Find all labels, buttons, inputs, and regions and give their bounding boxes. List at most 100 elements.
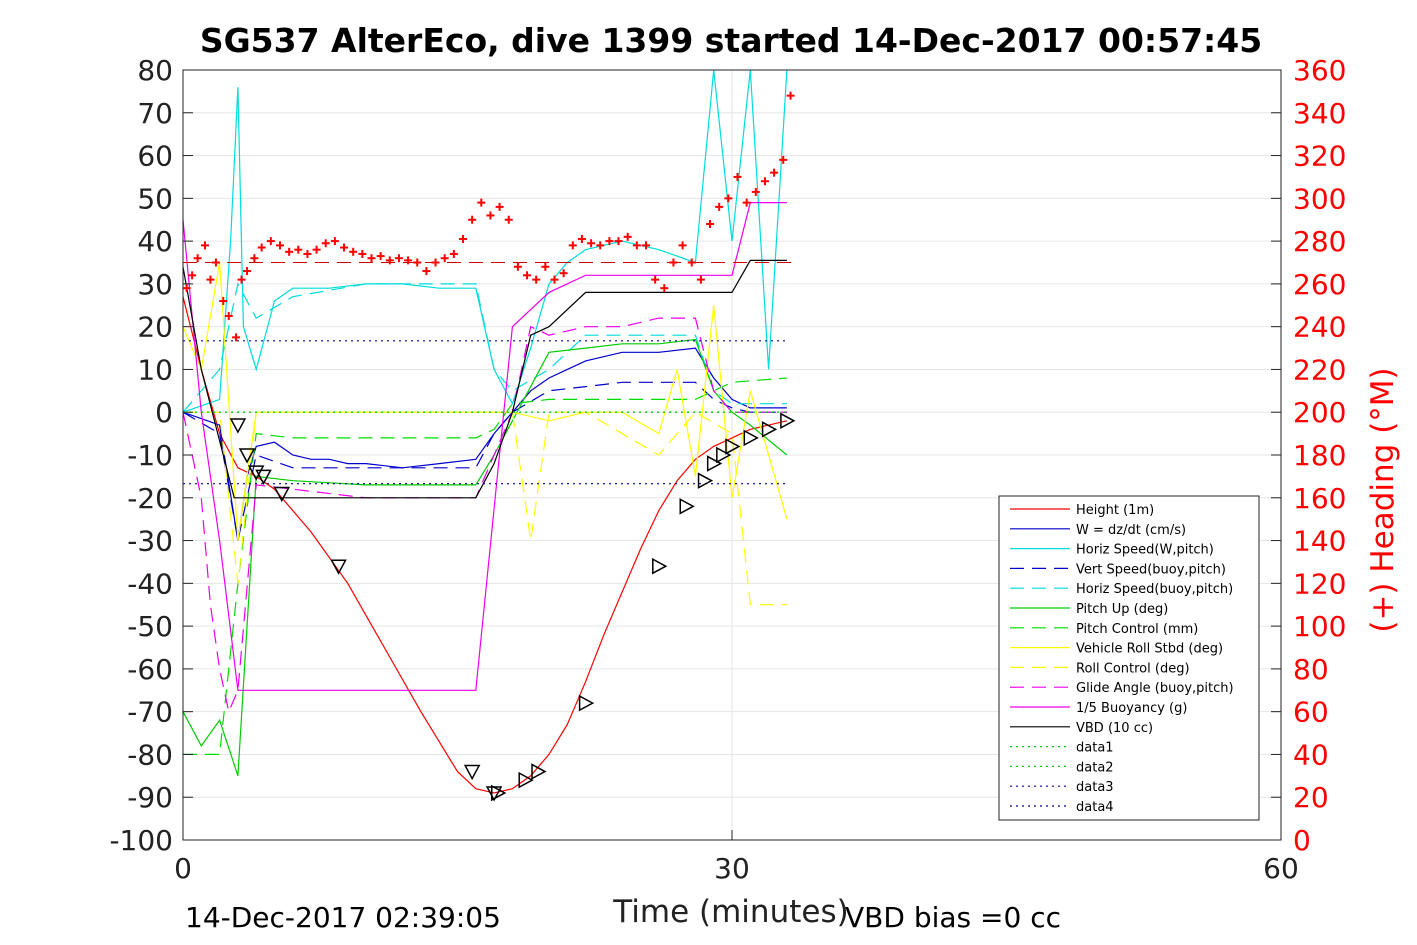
depth-marker-up	[697, 472, 714, 489]
left-tick-label: -10	[127, 439, 173, 472]
left-tick-label: 20	[137, 311, 173, 344]
heading-point	[349, 247, 358, 256]
heading-point	[285, 247, 294, 256]
left-tick-label: -40	[127, 567, 173, 600]
heading-point	[385, 256, 394, 265]
heading-point	[632, 241, 641, 250]
left-tick-label: 40	[137, 225, 173, 258]
depth-marker-up	[578, 694, 595, 712]
right-tick-label: 120	[1293, 567, 1346, 600]
heading-point	[696, 275, 705, 284]
left-tick-label: -30	[127, 525, 173, 558]
series-layer	[182, 69, 797, 794]
heading-point	[577, 234, 586, 243]
depth-marker-up	[706, 455, 723, 472]
chart-title: SG537 AlterEco, dive 1399 started 14-Dec…	[200, 21, 1262, 60]
depth-marker-down	[229, 418, 247, 434]
left-tick-label: -60	[127, 653, 173, 686]
heading-point	[541, 262, 550, 271]
heading-point	[232, 333, 241, 342]
left-tick-label: 10	[137, 353, 173, 386]
depth-marker-up	[652, 557, 668, 575]
heading-point	[211, 258, 220, 267]
heading-point	[587, 239, 596, 248]
marker-layer	[182, 91, 796, 802]
heading-point	[504, 215, 513, 224]
legend-label: Horiz Speed(W,pitch)	[1076, 543, 1214, 558]
depth-marker-up	[716, 446, 732, 464]
depth-marker-up	[761, 421, 778, 438]
left-tick-label: -20	[127, 482, 173, 515]
heading-point	[678, 241, 687, 250]
right-axis: 3603403203002802602402202001801601401201…	[1271, 54, 1346, 857]
right-tick-label: 20	[1293, 781, 1329, 814]
heading-point	[243, 267, 252, 276]
depth-marker-down	[255, 469, 272, 485]
left-tick-label: -100	[109, 824, 173, 857]
right-tick-label: 0	[1293, 824, 1311, 857]
legend-label: Height (1m)	[1076, 503, 1154, 518]
legend-label: data3	[1076, 780, 1114, 795]
heading-point	[294, 245, 303, 254]
heading-point	[422, 267, 431, 276]
footer-vbd-bias: VBD bias =0 cc	[845, 901, 1061, 934]
series-line-9	[182, 317, 787, 714]
heading-point	[257, 243, 266, 252]
heading-point	[358, 249, 367, 258]
right-tick-label: 360	[1293, 54, 1346, 87]
heading-point	[651, 275, 660, 284]
right-tick-label: 180	[1293, 439, 1346, 472]
heading-point	[641, 241, 650, 250]
heading-point	[224, 311, 233, 320]
right-tick-label: 40	[1293, 738, 1329, 771]
heading-point	[458, 234, 467, 243]
heading-point	[367, 254, 376, 263]
legend-label: Vert Speed(buoy,pitch)	[1076, 562, 1226, 577]
heading-point	[568, 241, 577, 250]
legend-box	[998, 495, 1260, 821]
right-tick-label: 160	[1293, 482, 1346, 515]
heading-point	[779, 155, 788, 164]
depth-marker-down	[273, 486, 291, 503]
heading-point	[200, 241, 209, 250]
legend-label: Horiz Speed(buoy,pitch)	[1076, 582, 1233, 597]
legend-label: 1/5 Buoyancy (g)	[1076, 701, 1187, 716]
x-tick-label: 0	[174, 852, 192, 885]
heading-point	[724, 194, 733, 203]
left-tick-label: -50	[127, 610, 173, 643]
heading-point	[321, 239, 330, 248]
footer-timestamp: 14-Dec-2017 02:39:05	[185, 901, 501, 934]
depth-marker-down	[238, 448, 256, 464]
heading-point	[477, 198, 486, 207]
right-tick-label: 200	[1293, 396, 1346, 429]
heading-point	[394, 254, 403, 263]
legend-label: Roll Control (deg)	[1076, 661, 1190, 676]
depth-marker-up	[725, 438, 741, 455]
heading-point	[532, 275, 541, 284]
series-line-11	[182, 259, 787, 499]
series-line-4	[182, 282, 787, 413]
right-tick-label: 240	[1293, 311, 1346, 344]
heading-point	[660, 284, 669, 293]
depth-marker-down	[463, 764, 481, 781]
heading-point	[523, 271, 532, 280]
heading-point	[219, 297, 228, 305]
right-tick-label: 100	[1293, 610, 1346, 643]
legend-label: W = dz/dt (cm/s)	[1076, 523, 1186, 538]
heading-point	[559, 269, 568, 278]
right-tick-label: 80	[1293, 653, 1329, 686]
heading-point	[596, 241, 605, 250]
x-axis-label: Time (minutes)	[612, 894, 848, 930]
right-tick-label: 280	[1293, 225, 1346, 258]
right-tick-label: 320	[1293, 140, 1346, 173]
heading-point	[440, 254, 449, 263]
heading-point	[468, 215, 477, 224]
legend-label: Vehicle Roll Stbd (deg)	[1076, 642, 1223, 657]
heading-point	[786, 91, 795, 100]
heading-point	[413, 258, 422, 267]
left-tick-label: -90	[127, 781, 173, 814]
x-tick-label: 60	[1263, 852, 1299, 885]
left-tick-label: -80	[127, 738, 173, 771]
heading-point	[237, 275, 246, 284]
